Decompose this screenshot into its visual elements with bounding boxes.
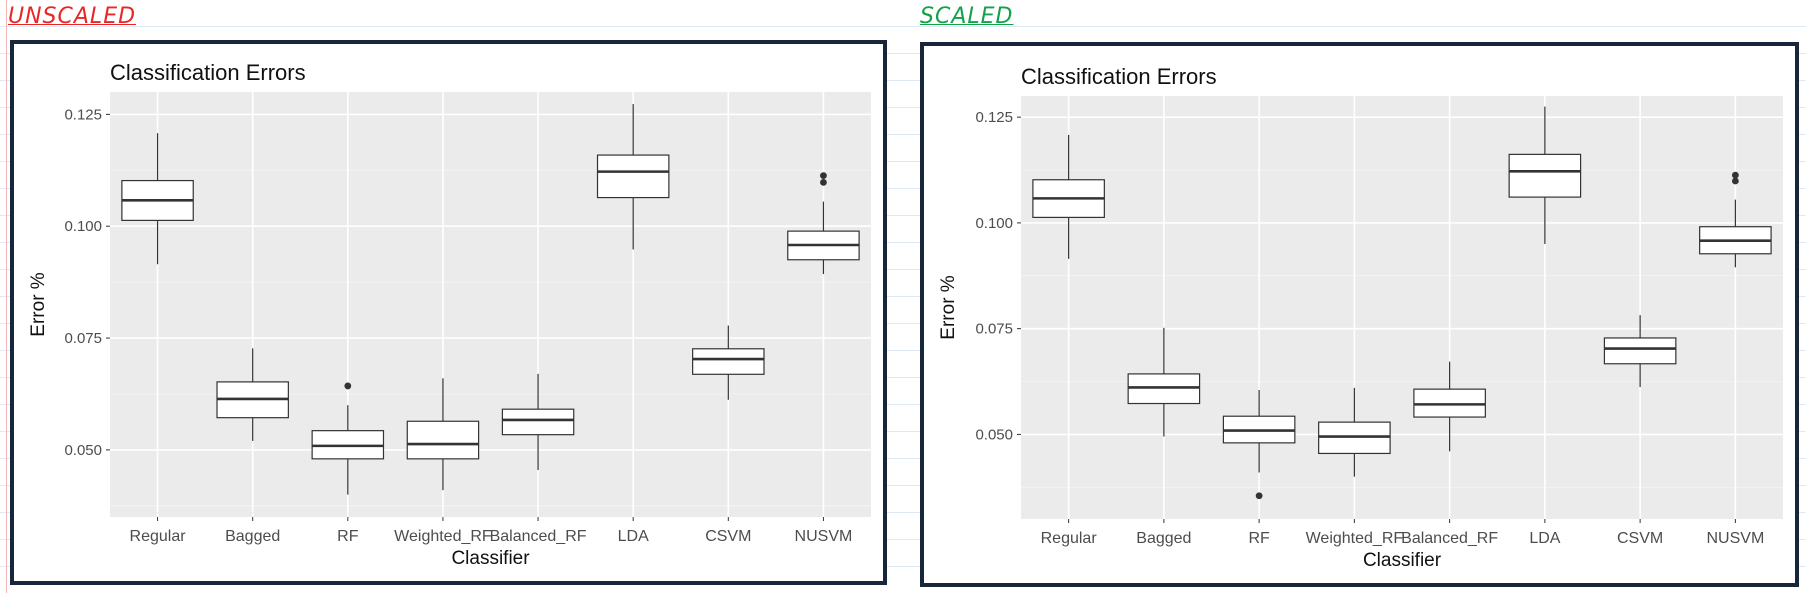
x-tick-label: Regular <box>130 528 187 545</box>
chart-title: Classification Errors <box>110 60 306 85</box>
x-tick-label: Weighted_RF <box>394 528 492 545</box>
x-tick-label: CSVM <box>1617 530 1663 547</box>
x-tick-label: LDA <box>618 528 649 545</box>
box-balanced-rf <box>1413 361 1486 452</box>
y-tick-label: 0.125 <box>975 109 1013 126</box>
x-tick-label: RF <box>337 528 359 545</box>
y-tick-label: 0.050 <box>975 426 1013 443</box>
box-nusvm <box>787 172 860 275</box>
x-tick-label: NUSVM <box>1706 530 1764 547</box>
box-regular <box>1032 134 1105 259</box>
x-tick-label: Balanced_RF <box>490 528 587 545</box>
scaled-boxplot-chart: 0.050 0.075 0.100 0.125 Regular Bagged RF Weigh… <box>938 64 1783 571</box>
outlier-point <box>344 382 352 390</box>
y-tick-label: 0.125 <box>64 106 102 123</box>
box-iqr <box>501 408 575 436</box>
box-bagged <box>1127 327 1201 437</box>
x-tick-label: NUSVM <box>795 528 853 545</box>
outlier-point <box>820 172 827 180</box>
box-regular <box>121 133 194 265</box>
x-axis-label: Classifier <box>1363 550 1442 571</box>
plot-panel <box>110 92 871 517</box>
y-tick-label: 0.100 <box>64 218 102 235</box>
x-tick-label: Weighted_RF <box>1306 530 1404 547</box>
box-csvm <box>1603 315 1677 388</box>
box-weighted-rf <box>406 378 480 491</box>
box-balanced-rf <box>501 373 575 471</box>
box-rf <box>1222 389 1296 500</box>
box-nusvm <box>1699 171 1772 268</box>
y-axis-label: Error % <box>28 272 49 337</box>
x-tick-label: Bagged <box>225 528 280 545</box>
outlier-point <box>1255 492 1263 500</box>
y-tick-label: 0.075 <box>64 330 102 347</box>
scaled-annotation: SCALED <box>920 4 1014 29</box>
notebook-margin-line <box>6 0 7 593</box>
x-tick-label: CSVM <box>705 528 751 545</box>
x-tick-label: LDA <box>1529 530 1560 547</box>
plot-panel <box>1021 96 1783 519</box>
x-axis-label: Classifier <box>451 548 530 569</box>
scaled-chart-frame: 0.050 0.075 0.100 0.125 Regular Bagged RF Weigh… <box>920 42 1799 587</box>
box-iqr <box>692 348 765 375</box>
box-rf <box>311 382 385 495</box>
y-tick-label: 0.075 <box>975 321 1013 338</box>
unscaled-annotation: UNSCALED <box>8 4 137 29</box>
box-iqr <box>1603 337 1677 365</box>
unscaled-chart-frame: 0.050 0.075 0.100 0.125 Regular Bagged RF Weigh… <box>10 40 887 585</box>
unscaled-boxplot-chart: 0.050 0.075 0.100 0.125 Regular Bagged RF Weigh… <box>28 60 871 569</box>
box-csvm <box>692 325 765 400</box>
y-tick-label: 0.100 <box>975 215 1013 232</box>
y-axis-label: Error % <box>938 275 959 340</box>
box-iqr <box>596 154 670 199</box>
x-tick-label: Balanced_RF <box>1401 530 1498 547</box>
x-tick-label: Bagged <box>1136 530 1191 547</box>
box-iqr <box>406 420 480 460</box>
chart-title: Classification Errors <box>1021 64 1217 89</box>
y-tick-label: 0.050 <box>64 442 102 459</box>
box-lda <box>1508 106 1582 245</box>
box-iqr <box>1508 153 1582 198</box>
outlier-point <box>1731 171 1739 179</box>
x-tick-label: Regular <box>1041 530 1098 547</box>
outlier-point <box>1731 177 1739 185</box>
outlier-point <box>820 178 827 186</box>
x-tick-label: RF <box>1248 530 1270 547</box>
box-weighted-rf <box>1318 387 1391 477</box>
box-bagged <box>216 348 289 441</box>
box-lda <box>596 104 670 250</box>
